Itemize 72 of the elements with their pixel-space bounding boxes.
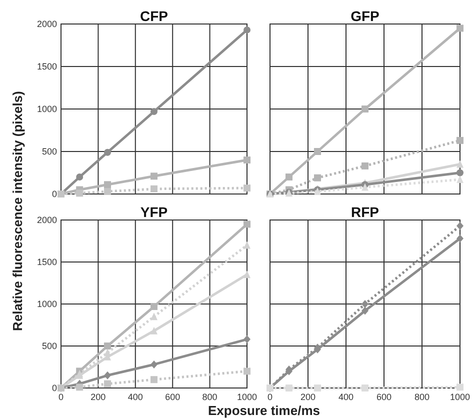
x-tick-label: 800 xyxy=(202,392,218,402)
point xyxy=(362,384,368,392)
point xyxy=(150,303,158,310)
point xyxy=(76,190,84,197)
x-tick-label: 600 xyxy=(376,392,392,402)
x-tick-label: 200 xyxy=(90,392,106,402)
point xyxy=(244,368,250,375)
point xyxy=(362,300,368,308)
chart-title: CFP xyxy=(140,8,168,24)
point xyxy=(150,360,158,368)
point xyxy=(244,156,250,164)
x-tick-label: 1000 xyxy=(450,392,470,402)
point xyxy=(104,148,111,156)
point xyxy=(456,24,464,32)
point xyxy=(150,326,158,334)
point xyxy=(456,234,464,242)
y-tick-label: 0 xyxy=(52,189,57,199)
point xyxy=(456,136,464,144)
y-tick-label: 500 xyxy=(42,146,57,156)
point xyxy=(362,306,368,315)
y-tick-label: 1000 xyxy=(36,104,57,114)
x-tick-label: 0 xyxy=(267,392,273,402)
point xyxy=(76,384,84,391)
point xyxy=(150,376,158,384)
y-tick-label: 2000 xyxy=(36,215,57,225)
chart-title: YFP xyxy=(140,204,168,220)
point xyxy=(150,312,158,320)
point xyxy=(104,380,111,388)
x-tick-label: 800 xyxy=(414,392,430,402)
y-tick-label: 2000 xyxy=(36,19,57,29)
x-tick-label: 0 xyxy=(58,392,64,402)
point xyxy=(244,270,250,278)
point xyxy=(362,106,368,112)
point xyxy=(76,174,84,180)
x-tick-label: 600 xyxy=(165,392,180,402)
point xyxy=(286,174,292,180)
y-tick-label: 500 xyxy=(42,341,57,351)
point xyxy=(362,183,368,191)
point xyxy=(244,184,250,192)
point xyxy=(456,222,464,230)
x-tick-label: 1000 xyxy=(236,392,258,402)
point xyxy=(104,188,111,195)
x-axis-title: Exposure time/ms xyxy=(208,403,320,418)
point xyxy=(314,384,321,392)
point xyxy=(244,220,250,228)
point xyxy=(362,162,368,170)
x-tick-label: 400 xyxy=(338,392,354,402)
x-tick-label: 200 xyxy=(300,392,316,402)
point xyxy=(456,384,464,391)
point xyxy=(150,108,158,116)
point xyxy=(244,26,250,34)
point xyxy=(456,176,464,184)
point xyxy=(314,148,321,155)
point xyxy=(286,384,292,392)
point xyxy=(244,241,250,249)
point xyxy=(150,172,158,180)
y-tick-label: 1500 xyxy=(36,62,57,72)
point xyxy=(456,169,464,176)
point xyxy=(244,335,250,344)
chart-title: GFP xyxy=(350,8,380,24)
y-tick-label: 1500 xyxy=(36,257,57,267)
y-tick-label: 1000 xyxy=(36,299,57,309)
point xyxy=(150,185,158,192)
point xyxy=(104,181,111,188)
y-axis-title: Relative fluorescence intensity (pixels) xyxy=(10,91,25,331)
point xyxy=(314,174,321,182)
point xyxy=(456,160,464,168)
y-tick-label: 0 xyxy=(52,383,57,393)
chart-title: RFP xyxy=(351,204,379,220)
x-tick-label: 400 xyxy=(128,392,143,402)
point xyxy=(104,342,111,350)
point xyxy=(104,371,111,380)
